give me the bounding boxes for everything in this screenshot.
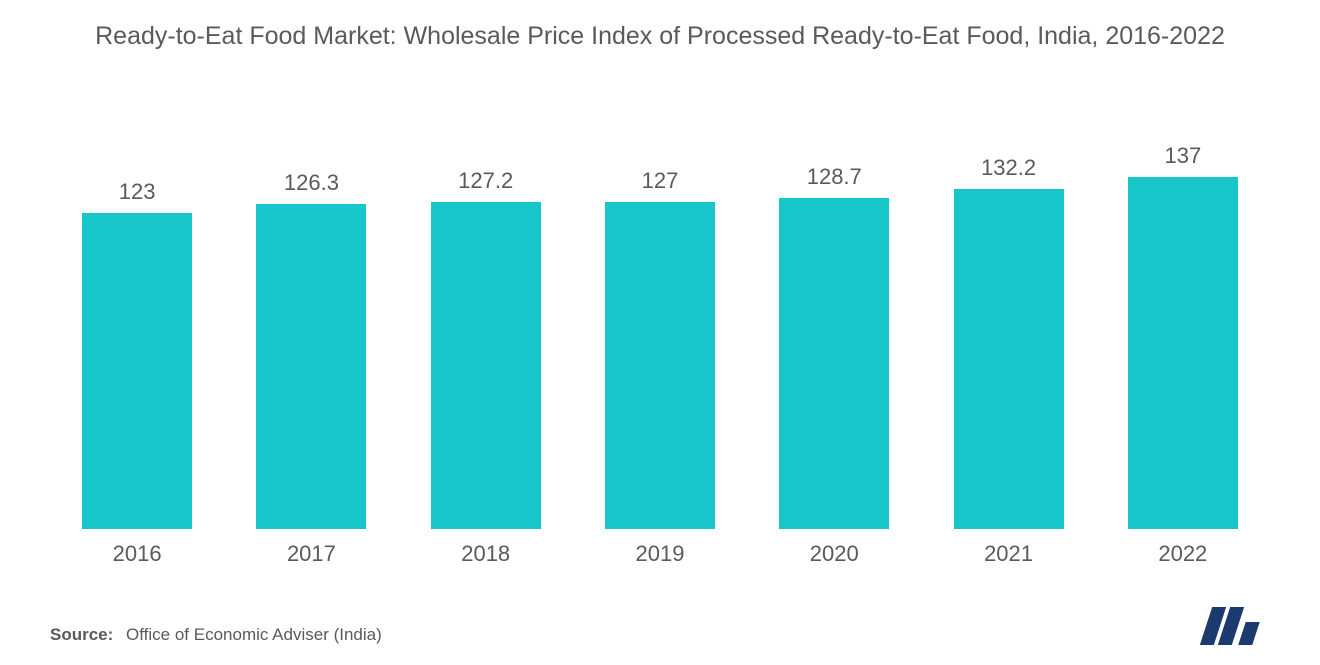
bar-group: 132.2 2021 (921, 155, 1095, 567)
bar-category-label: 2017 (287, 541, 336, 567)
bar-group: 137 2022 (1096, 143, 1270, 567)
bar (431, 202, 541, 529)
bar-value-label: 132.2 (981, 155, 1036, 181)
bar-value-label: 127.2 (458, 168, 513, 194)
source-label: Source: (50, 625, 113, 644)
bar (256, 204, 366, 529)
chart-title: Ready-to-Eat Food Market: Wholesale Pric… (40, 20, 1280, 64)
plot-area: 123 2016 126.3 2017 127.2 2018 127 2019 128.7 202… (40, 64, 1280, 567)
footer-row: Source: Office of Economic Adviser (Indi… (40, 567, 1280, 665)
brand-logo-icon (1206, 607, 1270, 645)
bar-value-label: 137 (1164, 143, 1201, 169)
chart-container: Ready-to-Eat Food Market: Wholesale Pric… (0, 0, 1320, 665)
bar (954, 189, 1064, 529)
bar-category-label: 2021 (984, 541, 1033, 567)
bar-group: 128.7 2020 (747, 164, 921, 567)
bar-category-label: 2020 (810, 541, 859, 567)
bar-category-label: 2018 (461, 541, 510, 567)
bar-value-label: 128.7 (807, 164, 862, 190)
bar-group: 126.3 2017 (224, 170, 398, 567)
bar-group: 127.2 2018 (399, 168, 573, 567)
bar-group: 123 2016 (50, 179, 224, 567)
bar (605, 202, 715, 529)
bar-value-label: 126.3 (284, 170, 339, 196)
source-text: Office of Economic Adviser (India) (126, 625, 382, 644)
bar (1128, 177, 1238, 529)
bar (779, 198, 889, 529)
bar-value-label: 127 (642, 168, 679, 194)
bar-category-label: 2016 (113, 541, 162, 567)
source-line: Source: Office of Economic Adviser (Indi… (50, 625, 382, 645)
bar-category-label: 2022 (1158, 541, 1207, 567)
bar-value-label: 123 (119, 179, 156, 205)
bar-category-label: 2019 (636, 541, 685, 567)
bar (82, 213, 192, 529)
bar-group: 127 2019 (573, 168, 747, 567)
